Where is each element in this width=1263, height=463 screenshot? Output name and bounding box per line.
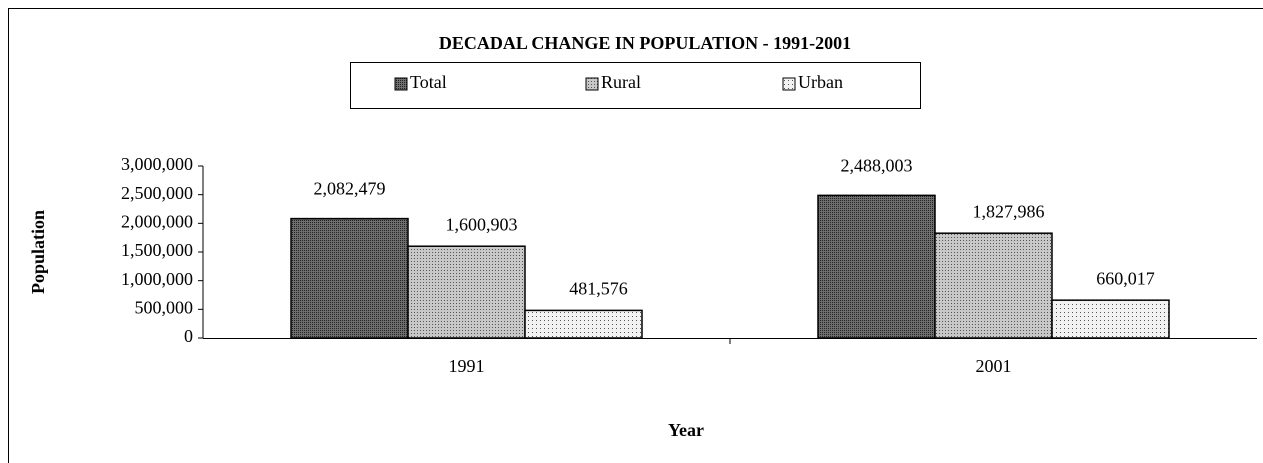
y-tick-label: 2,500,000 bbox=[121, 183, 193, 203]
legend-swatch bbox=[782, 77, 796, 91]
x-tick-label: 1991 bbox=[449, 356, 485, 376]
data-label: 660,017 bbox=[1096, 268, 1155, 288]
legend-label: Total bbox=[410, 72, 447, 92]
chart-border bbox=[8, 8, 1263, 463]
data-label: 2,488,003 bbox=[841, 155, 913, 175]
y-tick-label: 2,000,000 bbox=[121, 211, 193, 231]
legend-swatch bbox=[394, 77, 408, 91]
data-label: 481,576 bbox=[569, 279, 628, 299]
bar bbox=[524, 309, 643, 339]
y-tick-label: 1,500,000 bbox=[121, 240, 193, 260]
legend-label: Urban bbox=[798, 72, 843, 92]
bar bbox=[407, 245, 526, 339]
data-label: 2,082,479 bbox=[314, 179, 386, 199]
bar bbox=[817, 194, 936, 339]
chart-title: DECADAL CHANGE IN POPULATION - 1991-2001 bbox=[439, 33, 851, 53]
legend-label: Rural bbox=[601, 72, 641, 92]
x-axis-label: Year bbox=[668, 420, 704, 440]
bar bbox=[290, 217, 409, 339]
bar bbox=[934, 232, 1053, 339]
y-axis-label: Population bbox=[28, 210, 48, 294]
legend-box bbox=[350, 62, 921, 109]
data-label: 1,827,986 bbox=[973, 201, 1045, 221]
data-label: 1,600,903 bbox=[446, 214, 518, 234]
y-tick-label: 500,000 bbox=[135, 297, 194, 317]
legend-swatch bbox=[585, 77, 599, 91]
y-tick-label: 1,000,000 bbox=[121, 269, 193, 289]
x-tick-label: 2001 bbox=[976, 356, 1012, 376]
y-tick-label: 3,000,000 bbox=[121, 154, 193, 174]
y-tick-label: 0 bbox=[184, 326, 193, 346]
bar bbox=[1051, 299, 1170, 339]
